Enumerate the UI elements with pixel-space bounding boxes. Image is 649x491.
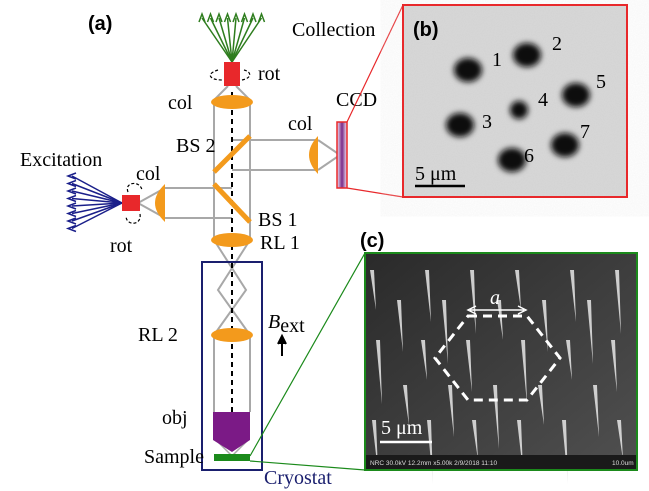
obj-label: obj (162, 407, 188, 429)
col-label: col (168, 92, 193, 114)
panel-c: (c) a 5 μm NRC 30.0kV 12.2mm x5.00k 2/9/… (360, 230, 637, 484)
spot (510, 101, 528, 119)
fiber (232, 18, 262, 62)
b-field-label: Bext (268, 311, 305, 337)
spot-label: 3 (482, 111, 492, 133)
panel-label: (c) (360, 230, 384, 252)
ccd-label: CCD (336, 89, 377, 111)
panel-label: (b) (413, 19, 439, 41)
sem-info: NRC 30.0kV 12.2mm x5.00k 2/9/2018 11:10 (370, 460, 497, 467)
collection-fibers (199, 14, 265, 62)
spot (446, 113, 474, 137)
spot (513, 43, 541, 67)
excitation-fibers (68, 173, 122, 232)
excitation-label: Excitation (20, 149, 102, 171)
lattice-label: a (490, 287, 500, 309)
scale-bar-label: 5 μm (381, 417, 423, 439)
rl-label: RL 2 (138, 324, 178, 346)
b-field-subscript: ext (280, 315, 305, 337)
spot-label: 7 (580, 121, 590, 143)
rot-label: rot (258, 63, 281, 85)
spot (562, 83, 590, 107)
sample-label: Sample (144, 446, 204, 468)
lens (309, 136, 318, 174)
b-field-symbol: B (268, 311, 280, 333)
collection-label: Collection (292, 19, 375, 41)
sem-scale: 10.0um (612, 460, 634, 467)
spot-label: 1 (492, 49, 502, 71)
beam-path (138, 86, 340, 456)
fiber (72, 203, 122, 229)
sample (214, 454, 250, 461)
lens (211, 233, 253, 247)
ccd (337, 122, 347, 188)
rot-label: rot (110, 235, 133, 257)
bs-label: BS 1 (258, 209, 297, 231)
col-label: col (136, 163, 161, 185)
beam-splitter (214, 184, 250, 222)
b-field-arrow (278, 336, 286, 356)
spot (551, 133, 579, 157)
cryostat-label: Cryostat (264, 467, 332, 489)
rotation-mount (122, 195, 140, 211)
spot-label: 5 (596, 71, 606, 93)
spot-label: 4 (538, 89, 548, 111)
col-label: col (288, 113, 313, 135)
lens (211, 328, 253, 342)
lens (155, 184, 165, 222)
panel-b: 1 2 3 4 5 6 7 (b) 5 μm (403, 5, 627, 197)
objective (213, 412, 250, 452)
spot (454, 58, 482, 82)
zoom-lines (250, 253, 365, 470)
spot-label: 6 (524, 145, 534, 167)
spot (498, 148, 526, 172)
rotation-mount (224, 62, 240, 86)
rl-label: RL 1 (260, 232, 300, 254)
scale-bar-label: 5 μm (415, 163, 457, 185)
spot-label: 2 (552, 33, 562, 55)
panel-label: (a) (88, 13, 112, 35)
bs-label: BS 2 (176, 135, 215, 157)
lens (211, 95, 253, 109)
figure: (a) Collection rot col BS 2 col CCD BS 1… (0, 0, 649, 491)
panel-a: (a) Collection rot col BS 2 col CCD BS 1… (20, 13, 377, 489)
